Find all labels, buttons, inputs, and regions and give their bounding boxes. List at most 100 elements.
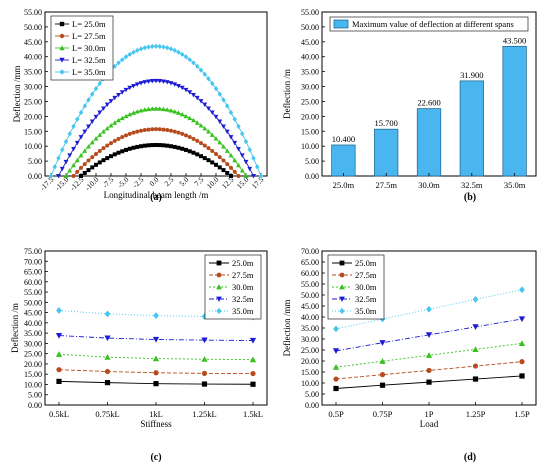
data-point	[75, 169, 80, 174]
y-tick-label: 45.00	[24, 38, 42, 47]
data-point	[228, 153, 234, 158]
data-point	[195, 152, 200, 157]
data-point	[209, 132, 215, 137]
x-tick-label: 5.0	[177, 175, 190, 188]
data-point	[161, 106, 166, 112]
y-tick-label: 50.00	[301, 23, 319, 32]
series-2	[63, 106, 249, 178]
data-point	[112, 138, 117, 143]
data-point	[221, 158, 226, 163]
data-point	[82, 148, 88, 153]
data-point	[191, 117, 196, 123]
data-point	[201, 381, 208, 387]
data-point	[112, 120, 118, 125]
data-point	[74, 140, 80, 146]
data-point	[332, 348, 340, 354]
data-point	[108, 99, 114, 104]
data-point	[149, 106, 155, 111]
data-point	[332, 364, 340, 370]
data-point	[225, 162, 230, 167]
data-point	[198, 67, 204, 73]
legend-marker	[339, 272, 345, 278]
data-point	[217, 91, 222, 97]
data-point	[161, 44, 166, 50]
y-tick-label: 70.00	[301, 247, 319, 256]
legend-label: 35.0m	[355, 306, 377, 316]
y-tick-label: 5.00	[305, 157, 319, 166]
x-tick-label: 7.5	[192, 175, 205, 188]
data-point	[210, 148, 215, 153]
data-point	[59, 166, 65, 172]
data-point	[127, 111, 133, 117]
y-tick-label: 40.00	[301, 53, 319, 62]
y-tick-label: 0.00	[28, 401, 42, 410]
data-point	[225, 170, 230, 175]
panel-label: (d)	[464, 452, 476, 463]
data-point	[119, 115, 125, 121]
legend-label: L= 35.0m	[72, 67, 106, 77]
data-point	[183, 54, 189, 60]
legend-label: 25.0m	[355, 258, 377, 268]
data-point	[258, 173, 264, 179]
x-tick-label: 0.5P	[328, 409, 344, 419]
data-point	[187, 57, 192, 63]
data-point	[138, 46, 144, 52]
data-point	[97, 148, 102, 153]
data-point	[379, 372, 386, 378]
legend-label: L= 32.5m	[72, 55, 106, 65]
data-point	[249, 337, 257, 344]
y-tick-label: 25.00	[301, 346, 319, 355]
y-tick-label: 20.00	[301, 357, 319, 366]
data-point	[206, 146, 211, 151]
legend-marker	[216, 284, 222, 290]
x-tick-label: -7.5	[101, 175, 116, 190]
y-tick-label: 30.00	[24, 83, 42, 92]
data-point	[213, 136, 219, 141]
data-point	[206, 129, 211, 134]
x-tick-label: 10.0	[205, 175, 221, 191]
y-tick-label: 45.00	[301, 302, 319, 311]
y-tick-label: 50.00	[24, 298, 42, 307]
panel-b: 0.00 5.00 10.00 15.00 20.00 25.00 30.00 35.00 40…	[282, 8, 537, 203]
legend-marker	[339, 284, 345, 290]
data-point	[55, 332, 63, 339]
data-point	[127, 131, 132, 136]
data-point	[172, 47, 177, 54]
y-tick-label: 45.00	[24, 309, 42, 318]
data-point	[209, 110, 215, 115]
legend-marker	[59, 33, 65, 39]
data-point	[194, 120, 200, 125]
data-point	[74, 157, 80, 163]
x-tick-label: 27.5m	[375, 180, 397, 190]
data-point	[82, 170, 87, 175]
data-point	[123, 54, 129, 60]
data-point	[201, 356, 208, 362]
data-point	[105, 143, 110, 148]
bar-data-label: 10.400	[332, 134, 355, 144]
data-point	[104, 380, 111, 386]
y-tick-label: 55.00	[24, 288, 42, 297]
data-point	[56, 155, 61, 161]
y-tick-label: 35.00	[301, 324, 319, 333]
data-point	[104, 335, 111, 342]
data-point	[202, 143, 207, 148]
data-point	[105, 156, 110, 161]
data-point	[104, 368, 111, 375]
y-tick-label: 5.00	[28, 391, 42, 400]
data-point	[333, 325, 339, 333]
x-axis-label: Stiffness	[140, 419, 172, 429]
y-tick-label: 40.00	[24, 53, 42, 62]
data-point	[379, 358, 386, 364]
data-point	[426, 367, 432, 374]
data-point	[206, 158, 211, 163]
data-point	[71, 123, 76, 129]
x-tick-label: 17.5	[250, 175, 266, 191]
bar-data-label: 15.700	[375, 118, 398, 128]
x-tick-label: 12.5	[220, 175, 236, 191]
data-point	[78, 109, 84, 116]
legend-marker	[339, 296, 345, 302]
legend-label: 32.5m	[232, 294, 254, 304]
y-tick-label: 30.00	[24, 339, 42, 348]
y-tick-label: 15.00	[301, 368, 319, 377]
data-point	[82, 162, 87, 167]
